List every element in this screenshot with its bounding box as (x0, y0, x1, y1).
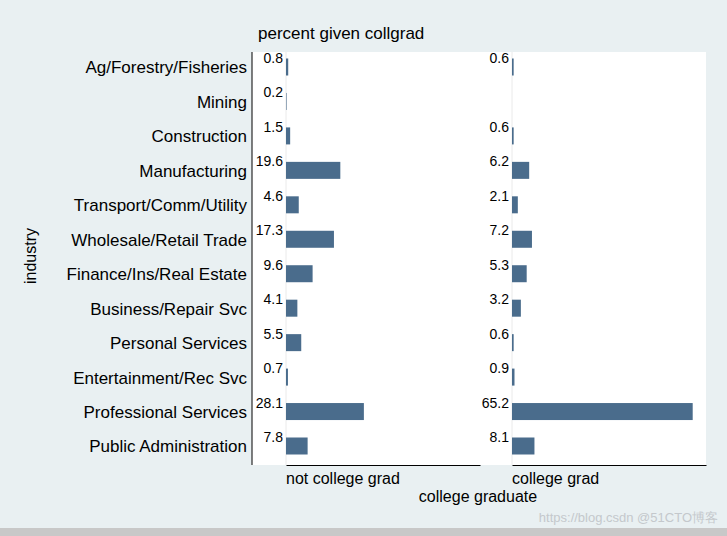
bar (286, 127, 290, 144)
data-label: 0.6 (490, 50, 510, 66)
bar (286, 196, 299, 213)
bar (512, 300, 521, 317)
data-label: 3.2 (490, 291, 510, 307)
bar (512, 196, 518, 213)
bars (286, 59, 364, 455)
data-label: 5.3 (490, 257, 510, 273)
data-label: 4.1 (264, 291, 284, 307)
y-tick: Construction (152, 127, 247, 146)
data-label: 0.6 (490, 326, 510, 342)
data-label: 28.1 (256, 395, 283, 411)
data-label: 5.5 (264, 326, 284, 342)
y-tick-label: Wholesale/Retail Trade (71, 231, 247, 250)
watermark: https://blog.csdn @51CTO博客 (539, 510, 718, 525)
column-label: not college grad (286, 470, 400, 487)
background (0, 0, 727, 536)
y-tick-label: Manufacturing (139, 162, 247, 181)
bar (512, 403, 693, 420)
data-label: 9.6 (264, 257, 284, 273)
bar (286, 438, 308, 455)
y-tick: Mining (197, 93, 247, 112)
data-label: 8.1 (490, 429, 510, 445)
data-label: 19.6 (256, 153, 283, 169)
y-tick-label: Ag/Forestry/Fisheries (85, 58, 247, 77)
bar (512, 59, 514, 76)
x-axis (513, 465, 707, 466)
column: 0.6 0.6 6.2 2.1 7.2 5.3 3.2 0.6 0.9 65.2 8.1 (482, 50, 707, 466)
bar (286, 369, 288, 386)
bar (512, 334, 514, 351)
y-tick: Professional Services (84, 403, 247, 422)
bar (512, 231, 532, 248)
y-tick-label: Business/Repair Svc (90, 300, 247, 319)
data-label: 0.2 (264, 84, 284, 100)
data-label: 0.8 (264, 50, 284, 66)
window-strip (0, 528, 727, 536)
data-label: 0.6 (490, 119, 510, 135)
y-axis: Ag/Forestry/Fisheries Mining Construction M… (67, 58, 248, 456)
x-axis-line (287, 465, 481, 466)
y-tick: Finance/Ins/Real Estate (67, 265, 247, 284)
y-tick-label: Public Administration (89, 437, 247, 456)
bar (512, 162, 529, 179)
title: percent given collgrad (258, 24, 424, 43)
bars (512, 59, 693, 455)
y-tick: Entertainment/Rec Svc (73, 369, 247, 388)
plot-area (252, 52, 706, 465)
bar (512, 369, 514, 386)
y-tick-label: Personal Services (110, 334, 247, 353)
chart: Ag/Forestry/Fisheries Mining Construction M… (0, 0, 727, 536)
y-tick: Public Administration (89, 437, 247, 456)
bar (286, 300, 297, 317)
y-label: industry (22, 228, 39, 284)
bar (286, 59, 288, 76)
y-tick-label: Mining (197, 93, 247, 112)
data-label: 7.8 (264, 429, 284, 445)
x-label: college graduate (419, 488, 537, 505)
bar (286, 334, 301, 351)
x-axis (287, 465, 481, 466)
bar (286, 93, 287, 110)
x-axis-line (513, 465, 707, 466)
y-tick: Manufacturing (139, 162, 247, 181)
column: 0.8 0.2 1.5 19.6 4.6 17.3 9.6 4.1 5.5 0.7 28.1 7.8 (256, 50, 481, 466)
data-label: 2.1 (490, 188, 510, 204)
y-tick: Ag/Forestry/Fisheries (85, 58, 247, 77)
y-tick-label: Finance/Ins/Real Estate (67, 265, 247, 284)
y-tick-label: Transport/Comm/Utility (74, 196, 248, 215)
data-label: 7.2 (490, 222, 510, 238)
data-label: 1.5 (264, 119, 284, 135)
bar (286, 231, 334, 248)
bar (512, 438, 534, 455)
data-label: 0.7 (264, 360, 284, 376)
y-tick: Wholesale/Retail Trade (71, 231, 247, 250)
data-label: 6.2 (490, 153, 510, 169)
data-label: 4.6 (264, 188, 284, 204)
y-tick: Transport/Comm/Utility (74, 196, 248, 215)
data-label: 65.2 (482, 395, 509, 411)
y-tick: Business/Repair Svc (90, 300, 247, 319)
column-label: college grad (512, 470, 599, 487)
bar (286, 403, 364, 420)
frame-line (252, 52, 253, 465)
bar (286, 265, 313, 282)
bar (512, 265, 527, 282)
y-tick-label: Entertainment/Rec Svc (73, 369, 247, 388)
y-tick: Personal Services (110, 334, 247, 353)
data-label: 0.9 (490, 360, 510, 376)
data-label: 17.3 (256, 222, 283, 238)
bar (512, 127, 514, 144)
y-tick-label: Construction (152, 127, 247, 146)
bar (286, 162, 340, 179)
y-tick-label: Professional Services (84, 403, 247, 422)
